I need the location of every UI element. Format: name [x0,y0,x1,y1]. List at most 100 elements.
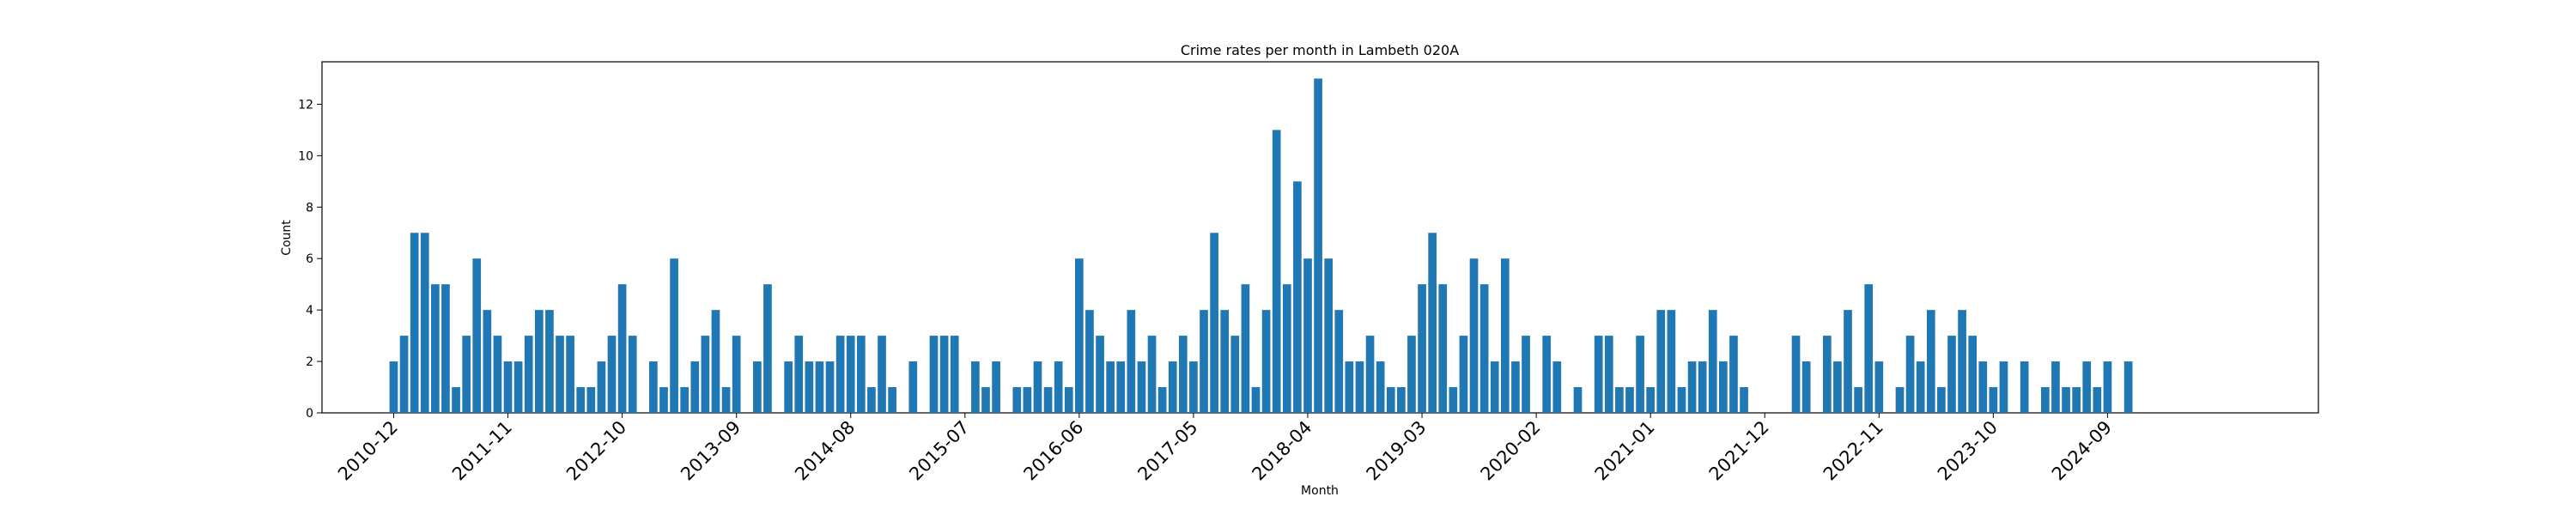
x-tick-label: 2015-07 [905,417,973,485]
bar-2017-06 [1200,310,1208,413]
x-tick-label: 2018-04 [1249,417,1316,485]
bar-2016-08 [1096,336,1104,413]
x-tick-label: 2021-01 [1591,417,1659,485]
y-axis-label: Count [280,220,294,256]
bar-2016-01 [1023,387,1032,413]
bar-2016-07 [1085,310,1094,413]
x-tick-label: 2013-09 [677,417,744,485]
bar-2021-06 [1698,361,1707,413]
bar-2011-04 [431,284,440,413]
bar-2018-04 [1303,258,1312,413]
bar-2024-03 [2041,387,2050,413]
bar-2021-10 [1740,387,1748,413]
bar-2024-09 [2103,361,2112,413]
bar-2013-04 [680,387,690,413]
bar-2018-05 [1314,78,1322,413]
bar-2011-05 [441,284,450,413]
bar-2024-05 [2062,387,2070,413]
y-tick-label: 12 [298,98,313,112]
x-tick-label: 2023-10 [1934,417,2002,485]
bar-2019-10 [1490,361,1499,413]
bar-2021-02 [1656,310,1666,413]
bar-2017-11 [1251,387,1261,413]
bar-2022-08 [1844,310,1852,413]
bar-2016-03 [1043,387,1053,413]
bar-2017-04 [1178,336,1188,413]
bar-2010-12 [389,361,398,413]
bar-2015-04 [929,336,939,413]
bar-2014-11 [878,336,886,413]
bar-2018-02 [1282,284,1291,413]
y-tick-label: 4 [306,304,313,318]
bar-2024-06 [2072,387,2081,413]
bar-2011-08 [472,258,482,413]
bar-2011-10 [493,336,502,413]
bar-2024-07 [2082,361,2092,413]
bar-2014-04 [805,361,814,413]
bar-2018-07 [1334,310,1344,413]
bar-2011-02 [410,233,419,413]
bar-2013-01 [649,361,658,413]
bar-2011-12 [513,361,523,413]
bar-2013-05 [690,361,700,413]
bar-2014-09 [856,336,866,413]
bar-2015-08 [971,361,980,413]
bar-2019-06 [1449,387,1458,413]
bar-2017-08 [1220,310,1230,413]
bar-2024-04 [2051,361,2060,413]
x-tick-label: 2016-06 [1019,417,1087,485]
bar-2020-01 [1522,336,1530,413]
bar-2012-02 [534,310,544,413]
bar-2017-10 [1241,284,1250,413]
bar-2018-06 [1324,258,1334,413]
bar-2016-10 [1116,361,1126,413]
bar-2021-08 [1719,361,1728,413]
bar-2013-06 [701,336,710,413]
bar-2014-12 [888,387,896,413]
bar-2014-06 [825,361,835,413]
bar-2022-06 [1822,336,1832,413]
y-tick-label: 2 [306,355,313,369]
bar-2016-04 [1054,361,1063,413]
bar-2018-11 [1376,361,1385,413]
bar-2018-10 [1365,336,1375,413]
bar-2011-06 [452,387,460,413]
y-tick-label: 8 [306,201,313,215]
bar-2018-01 [1272,130,1281,413]
bar-2019-04 [1428,233,1437,413]
bar-2020-06 [1573,387,1583,413]
bar-2012-06 [576,387,586,413]
bar-2020-09 [1604,336,1613,413]
bar-2015-02 [908,361,918,413]
bar-2021-01 [1646,387,1656,413]
bar-2021-03 [1667,310,1676,413]
bar-2023-03 [1916,361,1925,413]
bar-2019-09 [1479,284,1489,413]
bar-2014-02 [784,361,793,413]
bar-2012-10 [617,284,627,413]
x-tick-label: 2010-12 [334,417,402,485]
bar-2012-07 [586,387,596,413]
bar-2017-03 [1168,361,1177,413]
bar-2020-11 [1625,387,1634,413]
bar-2012-05 [566,336,574,413]
bars-layer [389,78,2133,413]
bar-2016-12 [1137,361,1146,413]
bar-2014-07 [835,336,845,413]
bar-2019-11 [1500,258,1510,413]
bar-2023-11 [1999,361,2008,413]
bar-2018-03 [1293,181,1302,413]
bar-2011-01 [399,336,409,413]
bar-2023-06 [1947,336,1956,413]
bar-2020-08 [1594,336,1603,413]
bar-2022-11 [1874,361,1884,413]
bar-2022-04 [1801,361,1811,413]
x-tick-label: 2019-03 [1363,417,1431,485]
bar-2014-08 [846,336,855,413]
bar-2013-11 [753,361,762,413]
bar-2017-01 [1147,336,1157,413]
bar-2013-07 [711,310,720,413]
bar-2015-09 [981,387,990,413]
